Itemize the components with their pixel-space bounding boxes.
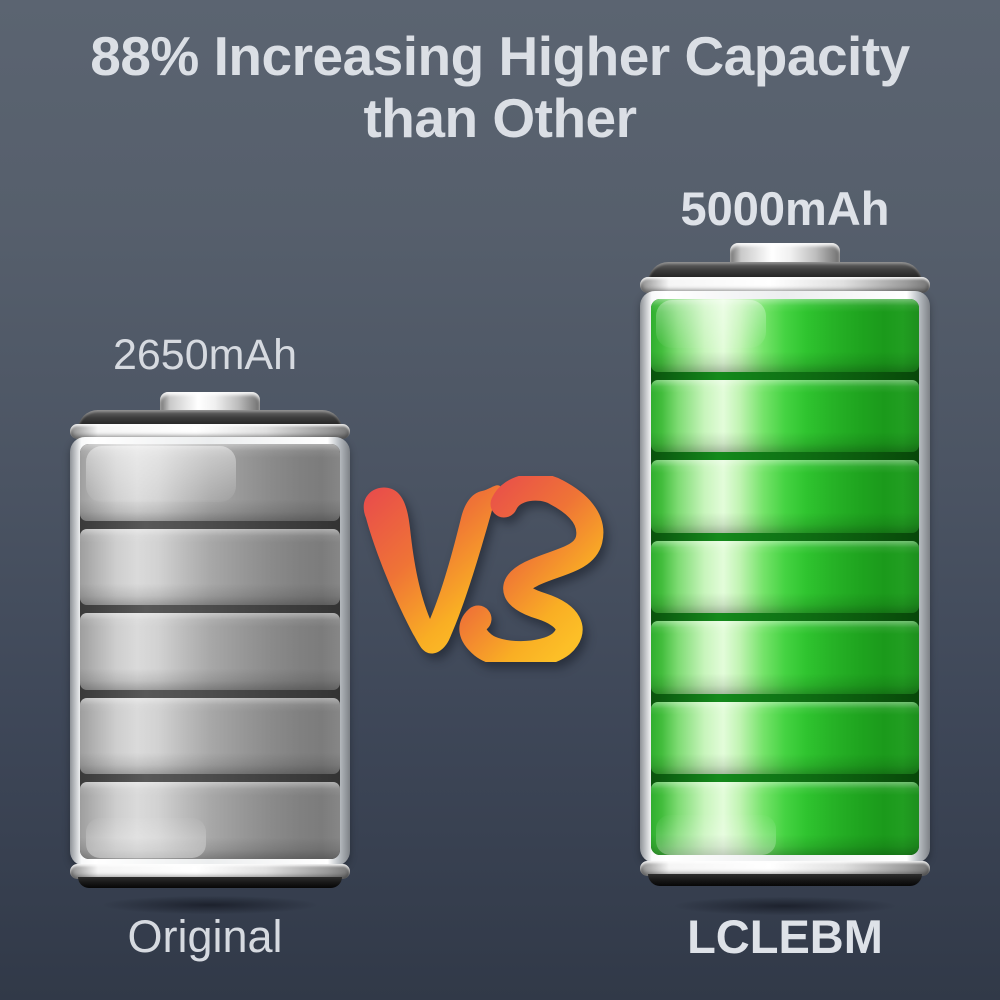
- capacity-label-original: 2650mAh: [112, 331, 298, 379]
- battery-segment: [651, 782, 919, 855]
- capacity-label-upgraded: 5000mAh: [680, 182, 890, 235]
- battery-segment: [80, 613, 340, 690]
- glass-highlight-top: [656, 300, 766, 348]
- title-line-2: than Other: [363, 86, 637, 149]
- battery-segment: [651, 540, 919, 614]
- vs-letter-v: [363, 485, 502, 654]
- page-title: 88% Increasing Higher Capacity than Othe…: [0, 25, 1000, 149]
- battery-segment: [80, 528, 340, 606]
- battery-segment: [651, 460, 919, 533]
- battery-floor-shadow: [630, 893, 940, 919]
- battery-body: [640, 291, 930, 863]
- vs-letter-s: [459, 473, 604, 669]
- glass-highlight-bottom: [86, 818, 206, 858]
- battery-body: [70, 437, 350, 866]
- brand-label-original: Original: [127, 911, 283, 962]
- battery-segments: [80, 444, 340, 859]
- battery-segment: [80, 782, 340, 859]
- battery-upgraded-illustration: [630, 243, 940, 933]
- glass-highlight-bottom: [656, 815, 776, 855]
- battery-segments: [651, 299, 919, 855]
- battery-chrome-ring-bottom: [70, 864, 350, 879]
- battery-segment: [651, 621, 919, 694]
- brand-label-upgraded: LCLEBM: [687, 910, 883, 963]
- battery-floor-shadow: [60, 892, 360, 918]
- battery-segment: [651, 379, 919, 453]
- battery-chrome-ring-bottom: [640, 861, 930, 876]
- battery-segment: [80, 444, 340, 521]
- battery-segment: [651, 701, 919, 775]
- vs-graphic: [346, 473, 604, 669]
- battery-chrome-ring-top: [640, 277, 930, 293]
- glass-highlight-top: [86, 446, 236, 502]
- battery-cap-bottom: [648, 874, 922, 886]
- battery-cap-bottom: [78, 877, 342, 888]
- battery-segment: [80, 697, 340, 775]
- title-line-1: 88% Increasing Higher Capacity: [90, 25, 910, 87]
- battery-segment: [651, 299, 919, 372]
- battery-chrome-ring-top: [70, 424, 350, 439]
- vs-lettering: [363, 473, 604, 669]
- battery-original-illustration: [60, 392, 360, 922]
